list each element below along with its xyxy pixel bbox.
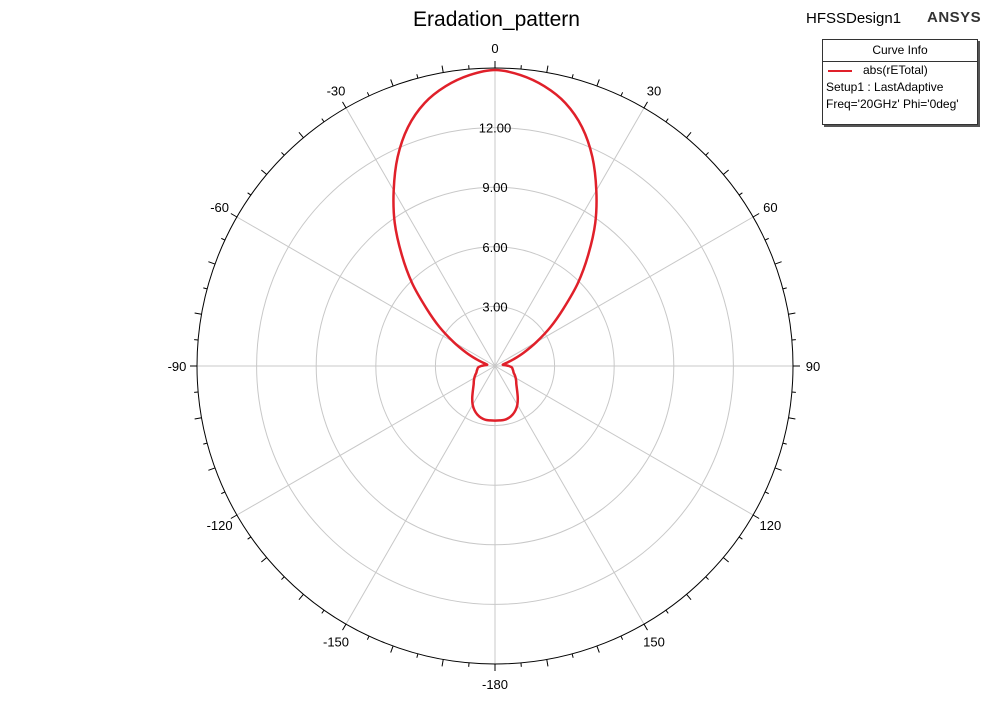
legend-box[interactable]: Curve Info abs(rETotal) Setup1 : LastAda… [822, 39, 978, 125]
angle-tick-label: -120 [207, 518, 233, 533]
series-curve-abs-retotal [392, 68, 598, 422]
brand-logo: ANSYS [927, 9, 982, 26]
radial-tick-label: 12.00 [479, 121, 512, 136]
curve-layer [392, 68, 598, 422]
minor-tick [620, 635, 624, 640]
minor-tick [221, 237, 226, 241]
design-name: HFSSDesign1 [806, 10, 902, 27]
angle-tick-label: 60 [763, 200, 777, 215]
minor-tick [571, 74, 574, 79]
angle-tick-label: -180 [482, 677, 508, 692]
polar-grid [196, 67, 794, 665]
radial-tick-label: 9.00 [482, 180, 507, 195]
legend-title: Curve Info [823, 40, 977, 62]
minor-tick [571, 653, 574, 658]
angle-tick-label: -150 [323, 634, 349, 649]
legend-conditions: Freq='20GHz' Phi='0deg' [826, 97, 959, 111]
major-tick [643, 623, 648, 631]
major-tick [261, 169, 268, 175]
minor-tick [782, 287, 787, 290]
minor-tick [620, 92, 624, 97]
minor-tick [247, 536, 252, 540]
minor-tick [366, 635, 370, 640]
legend-curve-name: abs(rETotal) [863, 63, 928, 77]
major-tick [546, 65, 549, 73]
major-tick [788, 312, 796, 315]
major-tick [342, 101, 347, 109]
minor-tick [203, 287, 208, 290]
major-tick [546, 659, 549, 667]
minor-tick [416, 653, 419, 658]
major-tick [298, 593, 304, 600]
minor-tick [366, 92, 370, 97]
angle-tick-label: 30 [647, 84, 661, 99]
major-tick [596, 645, 600, 653]
angle-tick-label: -30 [327, 84, 346, 99]
major-tick [686, 132, 692, 139]
major-tick [788, 417, 796, 420]
angle-tick-label: 120 [760, 518, 782, 533]
legend-setup: Setup1 : LastAdaptive [826, 80, 944, 94]
radial-tick-label: 3.00 [482, 299, 507, 314]
major-tick [441, 659, 444, 667]
minor-tick [738, 536, 743, 540]
minor-tick [782, 442, 787, 445]
major-tick [208, 467, 216, 471]
major-tick [261, 557, 268, 563]
minor-tick [416, 74, 419, 79]
major-tick [596, 79, 600, 87]
angle-ticks [190, 61, 800, 671]
major-tick [298, 132, 304, 139]
radial-tick-label: 6.00 [482, 240, 507, 255]
minor-tick [203, 442, 208, 445]
major-tick [752, 514, 760, 519]
major-tick [194, 312, 202, 315]
angle-grid-line [494, 107, 645, 367]
major-tick [342, 623, 347, 631]
major-tick [441, 65, 444, 73]
minor-tick [665, 609, 669, 614]
angle-grid-line [236, 365, 496, 516]
angle-tick-label: -90 [168, 359, 187, 374]
major-tick [390, 645, 394, 653]
minor-tick [665, 118, 669, 123]
angle-tick-label: 0 [491, 41, 498, 56]
minor-tick [221, 491, 226, 495]
major-tick [230, 213, 238, 218]
major-tick [643, 101, 648, 109]
major-tick [208, 261, 216, 265]
axis-labels: 0 30 60 90 120 150 -180 -150 -120 -90 -60 -30 3.00 6.… [168, 41, 821, 692]
major-tick [722, 169, 729, 175]
angle-grid-line [345, 365, 496, 625]
minor-tick [705, 576, 709, 580]
minor-tick [281, 576, 285, 580]
angle-tick-label: 150 [643, 634, 665, 649]
minor-tick [705, 152, 709, 156]
major-tick [686, 593, 692, 600]
angle-grid-line [494, 365, 645, 625]
minor-tick [247, 192, 252, 196]
angle-grid-line [345, 107, 496, 367]
minor-tick [738, 192, 743, 196]
major-tick [774, 261, 782, 265]
angle-tick-label: 90 [806, 359, 820, 374]
chart-title: Eradation_pattern [413, 8, 580, 31]
minor-tick [321, 118, 325, 123]
major-tick [774, 467, 782, 471]
legend-entry[interactable]: abs(rETotal) [823, 62, 977, 79]
major-tick [230, 514, 238, 519]
angle-grid-line [494, 365, 754, 516]
major-tick [390, 79, 394, 87]
major-tick [194, 417, 202, 420]
minor-tick [764, 237, 769, 241]
major-tick [752, 213, 760, 218]
minor-tick [321, 609, 325, 614]
legend-swatch [828, 70, 852, 72]
major-tick [722, 557, 729, 563]
angle-tick-label: -60 [210, 200, 229, 215]
minor-tick [281, 152, 285, 156]
minor-tick [764, 491, 769, 495]
